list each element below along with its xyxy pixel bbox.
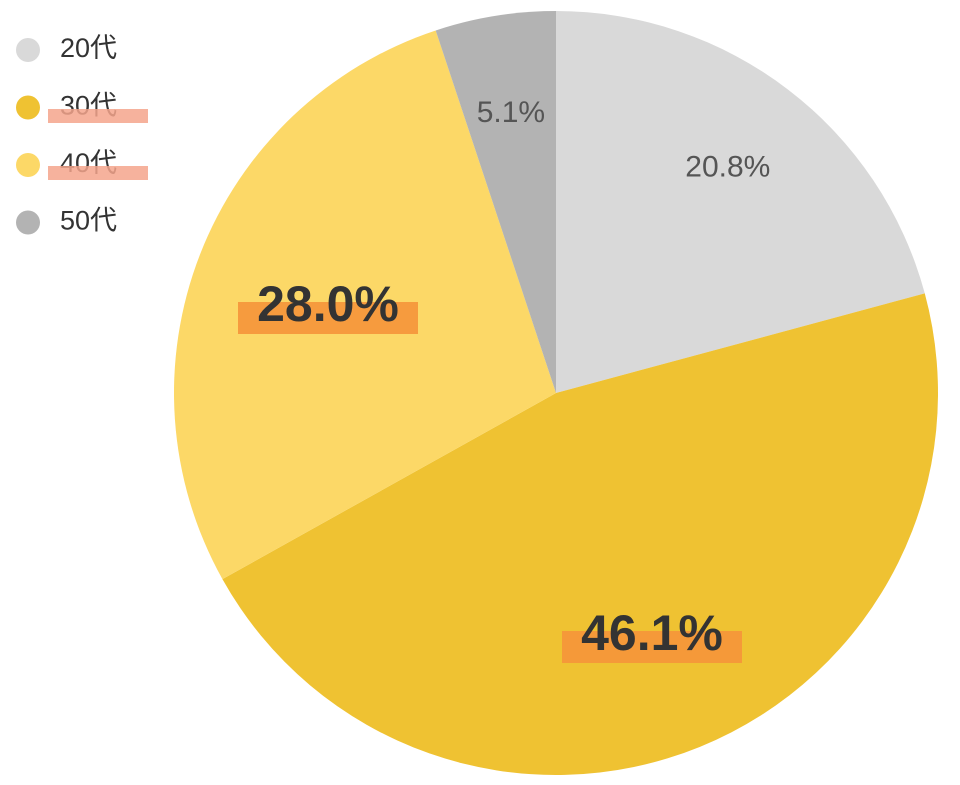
label-highlight — [238, 302, 418, 334]
data-label: 20.8% — [685, 150, 770, 183]
legend-marker — [16, 95, 40, 120]
legend-marker — [16, 38, 40, 62]
legend-marker — [16, 153, 40, 177]
pie-slice — [435, 10, 556, 393]
legend-highlight — [48, 166, 148, 180]
data-label: 46.1% — [581, 605, 723, 661]
data-label: 28.0% — [257, 276, 399, 332]
pie-slice — [556, 11, 925, 393]
legend-label: 20代 — [60, 33, 117, 63]
legend-marker — [16, 210, 40, 235]
legend-label: 50代 — [60, 206, 117, 236]
pie-slice — [222, 293, 938, 776]
pie — [173, 10, 938, 776]
highlights — [48, 109, 148, 180]
label-highlight — [562, 631, 742, 663]
legend-highlight — [48, 109, 148, 123]
data-label: 5.1% — [477, 96, 545, 129]
labels: 20.8% 46.1% 28.0% 5.1% — [238, 96, 770, 663]
